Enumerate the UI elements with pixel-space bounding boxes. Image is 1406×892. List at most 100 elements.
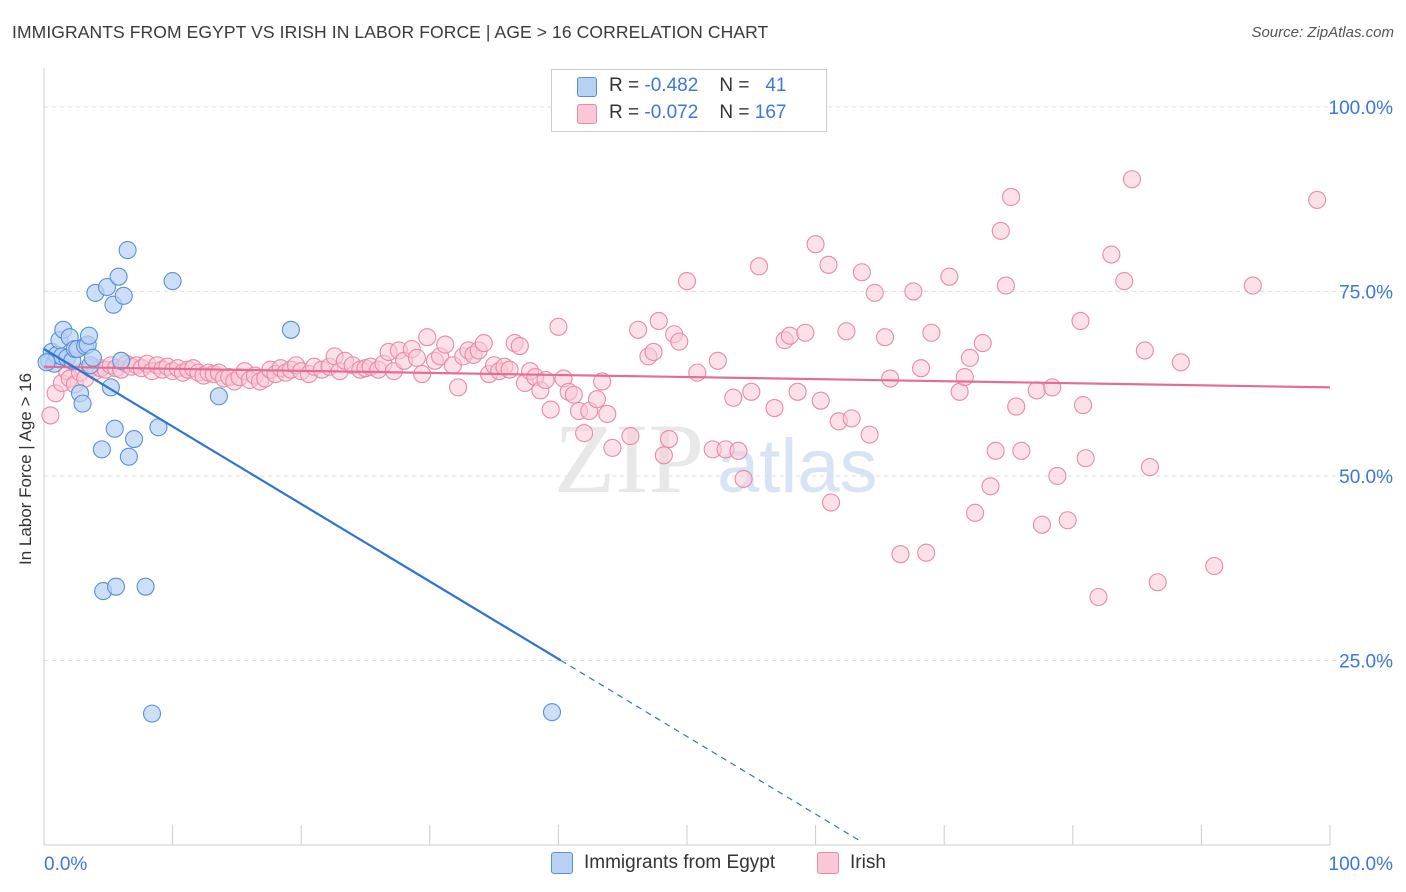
irish-point xyxy=(1058,511,1077,530)
irish-point xyxy=(1243,276,1262,295)
egypt-point xyxy=(105,419,124,438)
irish-point xyxy=(749,257,769,276)
egypt-point xyxy=(281,320,300,339)
egypt-point xyxy=(124,429,144,449)
irish-point xyxy=(875,328,895,347)
irish-point xyxy=(603,438,622,457)
egypt-trend-extension xyxy=(560,659,863,843)
legend-r-value-irish: -0.072 xyxy=(644,102,699,123)
legend-r-label: R = xyxy=(609,75,640,96)
irish-point xyxy=(922,323,941,342)
irish-point xyxy=(891,545,910,564)
gridlines xyxy=(44,106,1392,661)
watermark-zip: ZIP xyxy=(554,403,704,514)
egypt-point xyxy=(106,577,126,596)
y-tick-label: 75.0% xyxy=(1339,282,1393,303)
irish-point xyxy=(649,311,668,331)
irish-point xyxy=(811,391,830,410)
irish-point xyxy=(1205,556,1224,576)
egypt-swatch xyxy=(577,77,597,97)
irish-point xyxy=(593,372,612,391)
source-label: Source: ZipAtlas.com xyxy=(1251,24,1394,41)
egypt-point xyxy=(542,703,562,722)
legend-r-value-egypt: -0.482 xyxy=(644,75,699,96)
irish-point xyxy=(904,282,923,301)
irish-point xyxy=(960,348,979,367)
irish-point xyxy=(986,441,1005,460)
irish-point xyxy=(865,283,884,302)
irish-point xyxy=(991,221,1010,240)
irish-point xyxy=(912,359,931,378)
irish-point xyxy=(765,398,784,418)
irish-point xyxy=(510,336,529,356)
irish-point xyxy=(955,367,974,387)
correlation-legend: R = -0.482 N = 41 R = -0.072 N = 167 xyxy=(551,69,827,132)
egypt-point xyxy=(83,348,102,367)
x-tick-label-start: 0.0% xyxy=(44,854,87,875)
irish-point xyxy=(418,328,437,347)
axes xyxy=(43,68,1331,846)
irish-point xyxy=(917,543,936,562)
egypt-point xyxy=(136,577,155,596)
egypt-legend-label: Immigrants from Egypt xyxy=(584,852,776,873)
irish-point xyxy=(860,425,879,444)
irish-point xyxy=(780,326,799,345)
irish-point xyxy=(474,334,493,353)
irish-point xyxy=(729,441,748,460)
irish-point xyxy=(598,404,617,424)
irish-point xyxy=(654,446,673,465)
irish-point xyxy=(407,348,426,367)
irish-point xyxy=(1115,272,1134,291)
irish-point xyxy=(688,363,707,382)
irish-point xyxy=(1308,190,1327,209)
x-tick-label-end: 100.0% xyxy=(1329,854,1394,875)
egypt-point xyxy=(118,241,137,260)
trend-lines xyxy=(43,348,1331,843)
irish-point xyxy=(549,317,568,336)
irish-point xyxy=(973,334,992,353)
irish-point xyxy=(708,351,727,370)
irish-point xyxy=(1043,378,1062,397)
y-tick-label: 25.0% xyxy=(1339,651,1393,672)
y-tick-label: 50.0% xyxy=(1339,467,1393,488)
irish-point xyxy=(1076,449,1095,468)
irish-point xyxy=(541,400,560,419)
irish-point xyxy=(1171,353,1190,372)
legend-n-label: N = xyxy=(719,75,750,96)
irish-point xyxy=(41,406,60,425)
irish-point xyxy=(587,390,607,409)
irish-point xyxy=(940,267,959,286)
legend-n-value-irish: 167 xyxy=(754,102,787,123)
egypt-point xyxy=(163,272,182,291)
egypt-point xyxy=(119,447,138,466)
irish-point xyxy=(436,335,455,354)
irish-point xyxy=(981,477,1000,496)
irish-legend-swatch xyxy=(817,852,839,874)
irish-point xyxy=(1027,381,1046,400)
watermark: ZIP atlas xyxy=(554,403,878,514)
legend-r-label: R = xyxy=(609,102,640,123)
irish-point xyxy=(1048,466,1067,486)
irish-point xyxy=(629,320,648,339)
irish-point xyxy=(1122,170,1142,189)
irish-point xyxy=(449,378,468,397)
irish-point xyxy=(677,272,697,291)
irish-point xyxy=(806,235,825,254)
irish-point xyxy=(1074,396,1093,415)
egypt-point xyxy=(92,440,111,459)
legend-n-value-egypt: 41 xyxy=(765,75,787,96)
irish-point xyxy=(996,276,1015,295)
y-tick-label: 100.0% xyxy=(1329,98,1394,119)
irish-point xyxy=(1140,458,1160,477)
irish-point xyxy=(796,323,815,342)
irish-point xyxy=(1002,187,1021,207)
irish-point xyxy=(734,469,753,488)
irish-point xyxy=(819,255,838,274)
irish-point xyxy=(413,365,432,384)
irish-point xyxy=(644,342,663,362)
irish-point xyxy=(575,424,594,443)
irish-point xyxy=(500,360,519,379)
egypt-points xyxy=(37,241,562,723)
irish-legend-label: Irish xyxy=(850,852,886,873)
irish-point xyxy=(881,369,900,388)
